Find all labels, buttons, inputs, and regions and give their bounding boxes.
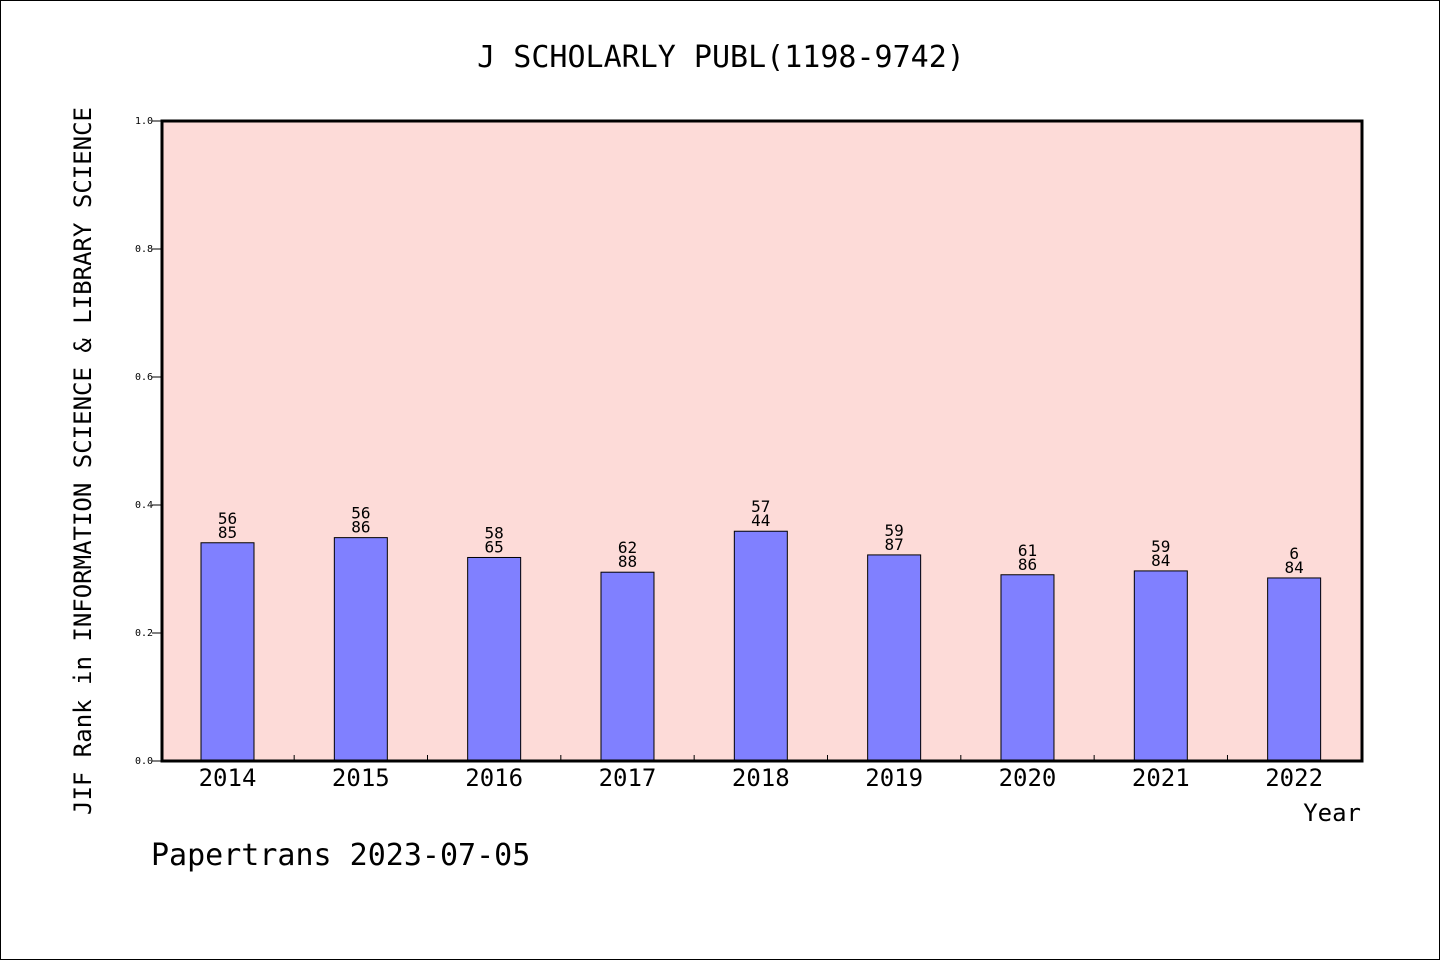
bar-label-top: 59: [885, 521, 904, 540]
bar-label-bottom: 88: [618, 552, 637, 571]
bar-2021: [1133, 570, 1188, 762]
bar-label-top: 57: [751, 497, 770, 516]
y-tick-label: 0.8: [135, 244, 153, 255]
bars-group: [200, 530, 1322, 762]
x-axis-label: Year: [1303, 799, 1361, 827]
bar-label-bottom: 65: [485, 537, 504, 556]
x-tick-label: 2014: [199, 764, 257, 792]
x-tick-label: 2015: [332, 764, 390, 792]
bar-2017: [600, 571, 655, 762]
y-tick-label: 0.6: [135, 372, 153, 383]
bar-label-bottom: 86: [351, 518, 370, 537]
bar-2016: [467, 556, 522, 762]
x-tick-label: 2020: [999, 764, 1057, 792]
x-tick-label: 2016: [465, 764, 523, 792]
bar-label-top: 6: [1289, 544, 1299, 563]
chart-title: J SCHOLARLY PUBL(1198-9742): [477, 40, 965, 75]
bar-2014: [200, 542, 255, 762]
bar-label-top: 62: [618, 538, 637, 557]
y-tick-label: 0.0: [135, 756, 153, 767]
bar-label-bottom: 84: [1151, 551, 1170, 570]
y-tick-label: 0.4: [135, 500, 153, 511]
bar-label-bottom: 85: [218, 523, 237, 542]
bar-2022: [1267, 577, 1322, 762]
bar-label-top: 56: [351, 504, 370, 523]
bar-2015: [333, 537, 388, 762]
y-axis-ticks: 0.0 0.2 0.4 0.6 0.8 1.0: [135, 116, 162, 767]
x-tick-label: 2019: [865, 764, 923, 792]
bar-label-bottom: 84: [1285, 558, 1304, 577]
x-tick-label: 2021: [1132, 764, 1190, 792]
x-tick-label: 2017: [599, 764, 657, 792]
bar-label-bottom: 87: [885, 535, 904, 554]
bar-2019: [867, 554, 922, 762]
bar-label-top: 56: [218, 509, 237, 528]
bar-label-bottom: 44: [751, 511, 770, 530]
footer-credit: Papertrans 2023-07-05: [151, 838, 530, 873]
y-tick-label: 0.2: [135, 628, 153, 639]
y-tick-label: 1.0: [135, 116, 153, 127]
y-axis-label: JIF Rank in INFORMATION SCIENCE & LIBRAR…: [69, 107, 97, 815]
bar-label-top: 59: [1151, 537, 1170, 556]
bar-2020: [1000, 574, 1055, 762]
plot-border: [160, 119, 1364, 763]
bar-2018: [733, 530, 788, 762]
x-axis-ticks: 2014 2015 2016 2017 2018 2019 2020 2021 2022: [199, 755, 1323, 792]
x-tick-label: 2018: [732, 764, 790, 792]
bar-label-top: 58: [485, 523, 504, 542]
bar-label-top: 61: [1018, 541, 1037, 560]
bar-label-bottom: 86: [1018, 555, 1037, 574]
x-tick-label: 2022: [1265, 764, 1323, 792]
